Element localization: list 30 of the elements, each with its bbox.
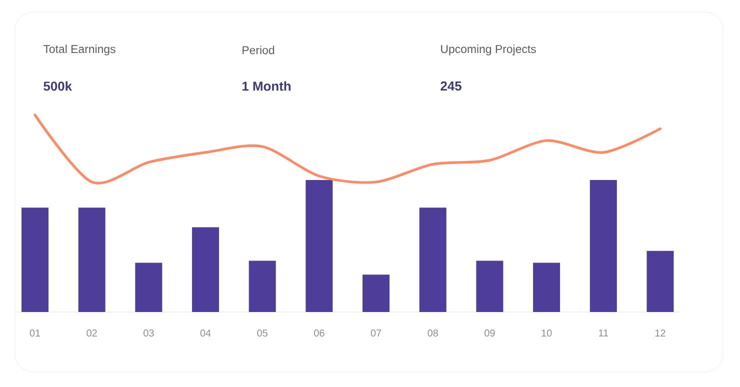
x-tick-label: 06	[314, 330, 324, 337]
x-tick-label: 02	[86, 330, 97, 337]
text: 1 Month	[242, 81, 291, 91]
text: Period	[242, 46, 274, 54]
bar	[533, 262, 560, 312]
x-tick-label: 07	[370, 330, 382, 337]
x-tick-label: 08	[428, 330, 438, 337]
bar	[135, 262, 162, 312]
text: Total Earnings	[43, 44, 116, 56]
bar	[590, 180, 617, 312]
text: 245	[440, 81, 462, 91]
bar	[646, 250, 674, 312]
text: 500k	[44, 81, 72, 91]
x-tick-label: 01	[30, 330, 40, 337]
bar	[306, 180, 333, 312]
bar	[192, 227, 220, 312]
x-tick-label: 04	[200, 330, 211, 337]
text: Upcoming Projects	[441, 44, 536, 56]
x-tick-label: 10	[542, 330, 552, 337]
bar	[248, 260, 276, 312]
x-tick-label: 09	[484, 330, 495, 337]
x-tick-label: 03	[144, 330, 154, 337]
bar	[78, 208, 106, 312]
bar	[22, 208, 49, 312]
x-tick-label: 12	[655, 330, 666, 336]
x-tick-label: 11	[598, 330, 608, 336]
x-tick-label: 05	[257, 330, 268, 337]
bar	[362, 274, 390, 312]
bar	[476, 260, 504, 312]
bar	[419, 208, 446, 312]
